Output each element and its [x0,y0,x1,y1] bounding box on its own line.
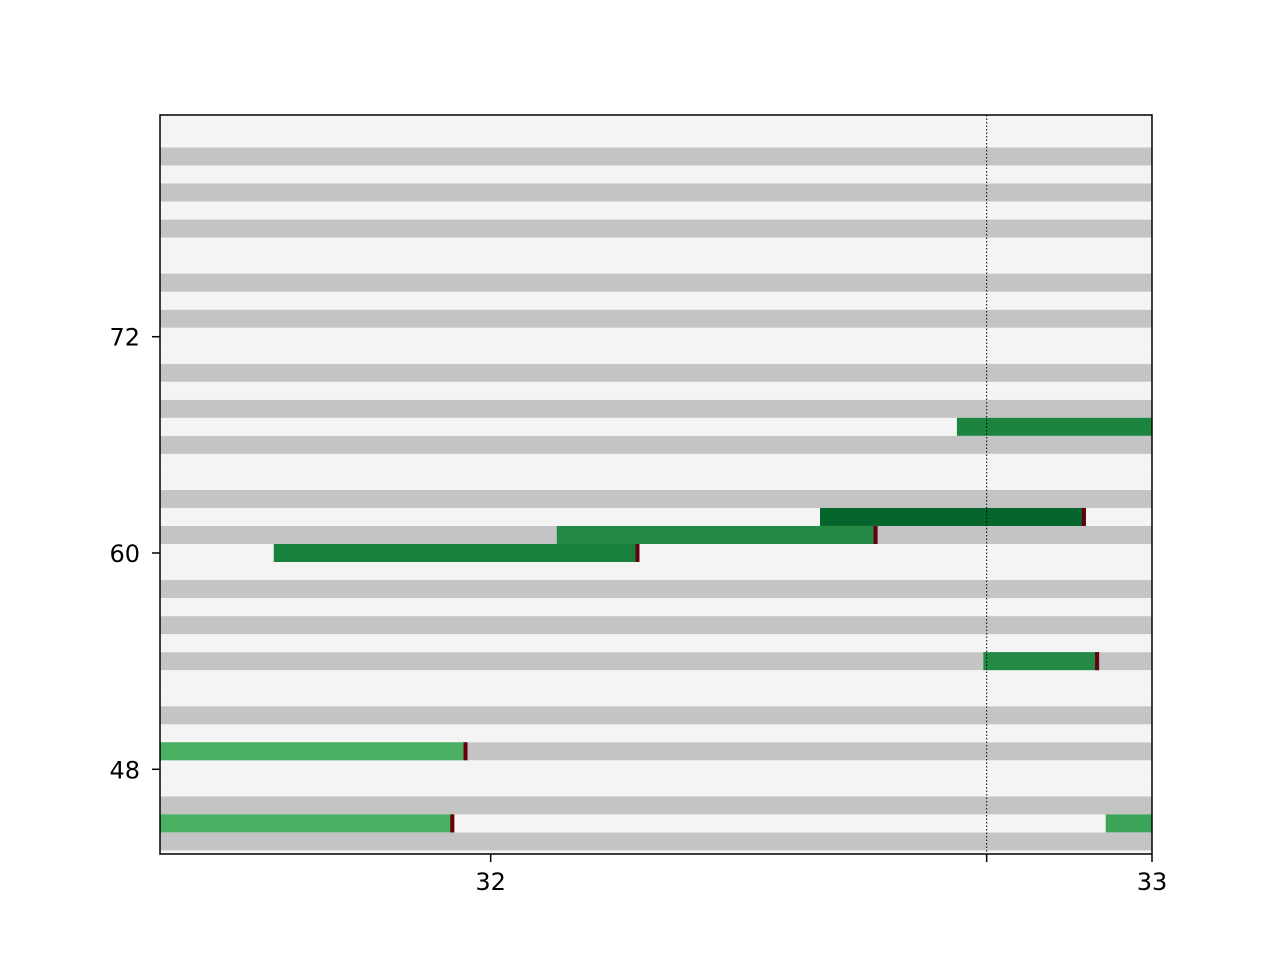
note-end-marker [635,543,640,563]
x-tick-label: 32 [475,868,506,896]
white-key-band [160,778,1152,797]
note-end-marker [450,814,455,833]
white-key-band [160,381,1152,400]
white-key-band [160,255,1152,274]
x-axis: 32 33 [475,854,1167,896]
black-key-band [160,183,1152,202]
note-end-marker [1095,652,1100,671]
black-key-band [160,796,1152,815]
y-axis: 48 60 72 [109,324,160,784]
note-bar [160,814,455,833]
black-key-band [160,273,1152,292]
white-key-band [160,115,1152,130]
black-key-band [160,399,1152,418]
y-tick-label: 72 [109,324,140,352]
white-key-band [160,129,1152,148]
note-bar [820,507,1086,526]
note-end-marker [873,525,878,544]
white-key-band [160,291,1152,310]
black-key-band [160,147,1152,166]
black-key-band [160,652,1152,671]
white-key-band [160,471,1152,490]
note-bar [1105,814,1152,833]
white-key-band [160,453,1152,472]
x-tick-label: 33 [1137,868,1168,896]
note-end-marker [1081,507,1086,526]
black-key-band [160,219,1152,238]
white-key-band [160,724,1152,743]
white-key-band [160,201,1152,220]
black-key-band [160,616,1152,635]
white-key-band [160,688,1152,707]
black-key-band [160,832,1152,851]
white-key-band [160,598,1152,617]
note-bar [160,742,468,761]
white-key-band [160,634,1152,653]
note-end-marker [463,742,468,761]
note-bar [983,652,1100,671]
key-bands [160,115,1152,854]
white-key-band [160,760,1152,779]
plot-frame [159,114,1153,855]
note-bar [556,525,878,544]
white-key-band [160,417,1152,436]
black-key-band [160,309,1152,328]
black-key-band [160,435,1152,454]
white-key-band [160,165,1152,184]
white-key-band [160,345,1152,364]
black-key-band [160,489,1152,508]
black-key-band [160,363,1152,382]
white-key-band [160,562,1152,581]
white-key-band [160,850,1152,854]
black-key-band [160,706,1152,725]
y-tick-label: 60 [109,540,140,568]
note-bar [956,417,1152,436]
note-bars [160,417,1152,833]
black-key-band [160,580,1152,599]
white-key-band [160,670,1152,689]
note-bar [273,543,640,563]
white-key-band [160,237,1152,256]
white-key-band [160,327,1152,346]
y-tick-label: 48 [109,756,140,784]
